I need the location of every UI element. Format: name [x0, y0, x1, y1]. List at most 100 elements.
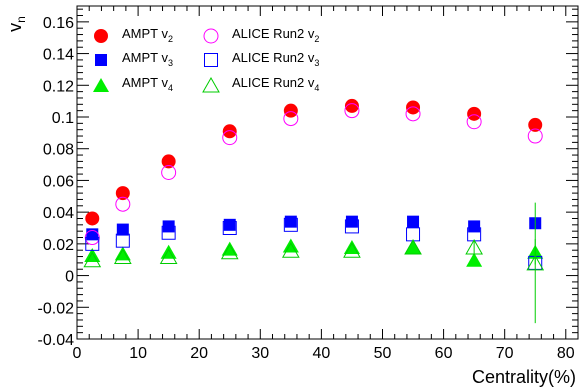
x-tick-label: 0: [73, 345, 82, 362]
y-axis-title-main: v: [5, 23, 25, 32]
y-tick-label: 0.14: [43, 47, 74, 64]
legend-marker: [203, 28, 219, 44]
data-point: [344, 219, 359, 234]
data-point: [115, 233, 130, 248]
data-point: [85, 211, 100, 226]
legend-label: ALICE Run2 v2: [232, 26, 319, 44]
legend-label: AMPT v2: [122, 26, 173, 44]
legend-marker: [94, 29, 108, 43]
legend-marker: [93, 78, 109, 92]
legend-entry: ALICE Run2 v3: [204, 50, 319, 68]
legend-label: ALICE Run2 v4: [232, 75, 319, 93]
legend-entry: ALICE Run2 v2: [203, 26, 319, 44]
plot-frame: [76, 5, 579, 340]
legend-label-main: ALICE Run2 v: [232, 50, 315, 65]
data-point: [467, 106, 482, 121]
data-marks: [83, 98, 545, 324]
data-point: [221, 241, 238, 256]
data-point: [468, 220, 481, 233]
legend-entry: AMPT v3: [95, 50, 173, 68]
y-tick-label: 0.06: [43, 173, 74, 190]
legend-marker: [204, 53, 218, 67]
data-point: [160, 244, 177, 259]
data-point: [404, 239, 422, 255]
x-tick-label: 10: [129, 345, 147, 362]
x-tick-label: 30: [251, 345, 269, 362]
data-point: [83, 251, 102, 268]
legend-label-sub: 3: [168, 58, 173, 68]
legend-entry: AMPT v2: [94, 26, 173, 44]
y-tick-label: 0.08: [43, 142, 74, 159]
data-point: [283, 103, 298, 118]
x-tick-label: 70: [496, 345, 514, 362]
data-point: [345, 215, 358, 228]
x-tick-label: 40: [312, 345, 330, 362]
series-filled-circle-2: [85, 98, 543, 226]
data-point: [222, 124, 237, 139]
data-point: [344, 103, 360, 119]
data-point: [406, 100, 421, 115]
data-point: [405, 106, 421, 122]
x-tick-label: 60: [435, 345, 453, 362]
legend-label-sub: 2: [314, 34, 319, 44]
data-point: [114, 246, 131, 261]
data-point: [161, 154, 176, 169]
legend-label-sub: 3: [314, 58, 319, 68]
data-point: [115, 186, 130, 201]
data-point: [343, 242, 361, 258]
y-tick-label: -0.04: [38, 332, 75, 349]
y-tick-label: 0.16: [43, 15, 74, 32]
data-point: [282, 238, 299, 253]
data-point: [465, 239, 483, 255]
data-point: [527, 128, 543, 144]
data-point: [343, 240, 360, 255]
data-point: [526, 254, 545, 271]
data-point: [161, 165, 177, 180]
data-point: [222, 221, 237, 235]
legend-label-main: AMPT v: [122, 75, 168, 90]
data-point: [113, 248, 132, 265]
series-open-triangle-4: [83, 202, 545, 324]
x-axis-title: Centrality(%): [472, 367, 576, 387]
y-tick-label: -0.02: [38, 300, 75, 317]
legend-label-main: ALICE Run2 v: [232, 26, 315, 41]
data-point: [284, 215, 297, 228]
data-point: [84, 247, 101, 262]
x-tick-label: 20: [190, 345, 208, 362]
legend-label-main: ALICE Run2 v: [232, 75, 315, 90]
data-point: [283, 217, 298, 232]
data-point: [283, 111, 299, 127]
legend-label-sub: 4: [314, 83, 319, 93]
data-point: [85, 236, 100, 251]
legend-entry: ALICE Run2 v4: [202, 75, 319, 93]
data-point: [466, 114, 482, 130]
y-axis-title: vn: [5, 16, 28, 32]
axis-ticks: [76, 6, 579, 340]
legend-marker: [95, 54, 107, 66]
y-tick-label: 0.04: [43, 205, 74, 222]
y-tick-label: 0: [65, 269, 74, 286]
legend-entry: AMPT v4: [93, 75, 173, 93]
data-point: [116, 223, 129, 236]
data-point: [159, 248, 178, 265]
legend-label-main: AMPT v: [122, 50, 168, 65]
data-point: [344, 98, 359, 113]
data-point: [220, 243, 239, 260]
data-point: [466, 252, 483, 267]
data-point: [223, 218, 236, 231]
y-tick-label: 0.12: [43, 78, 74, 95]
legend-marker: [202, 76, 220, 93]
data-point: [222, 130, 238, 146]
data-point: [528, 117, 543, 132]
data-point: [281, 242, 300, 258]
data-point: [161, 225, 176, 240]
legend-label: AMPT v3: [122, 50, 173, 68]
legend-label: AMPT v4: [122, 75, 173, 93]
y-axis-title-sub: n: [14, 16, 28, 23]
legend-label-main: AMPT v: [122, 26, 168, 41]
legend-label: ALICE Run2 v3: [232, 50, 319, 68]
data-point: [405, 240, 422, 255]
axis-tick-labels: 0 10 20 30 40 50 60 70 80 -0.04 -0.02 0 0.02 0.04 0.06…: [38, 15, 575, 362]
